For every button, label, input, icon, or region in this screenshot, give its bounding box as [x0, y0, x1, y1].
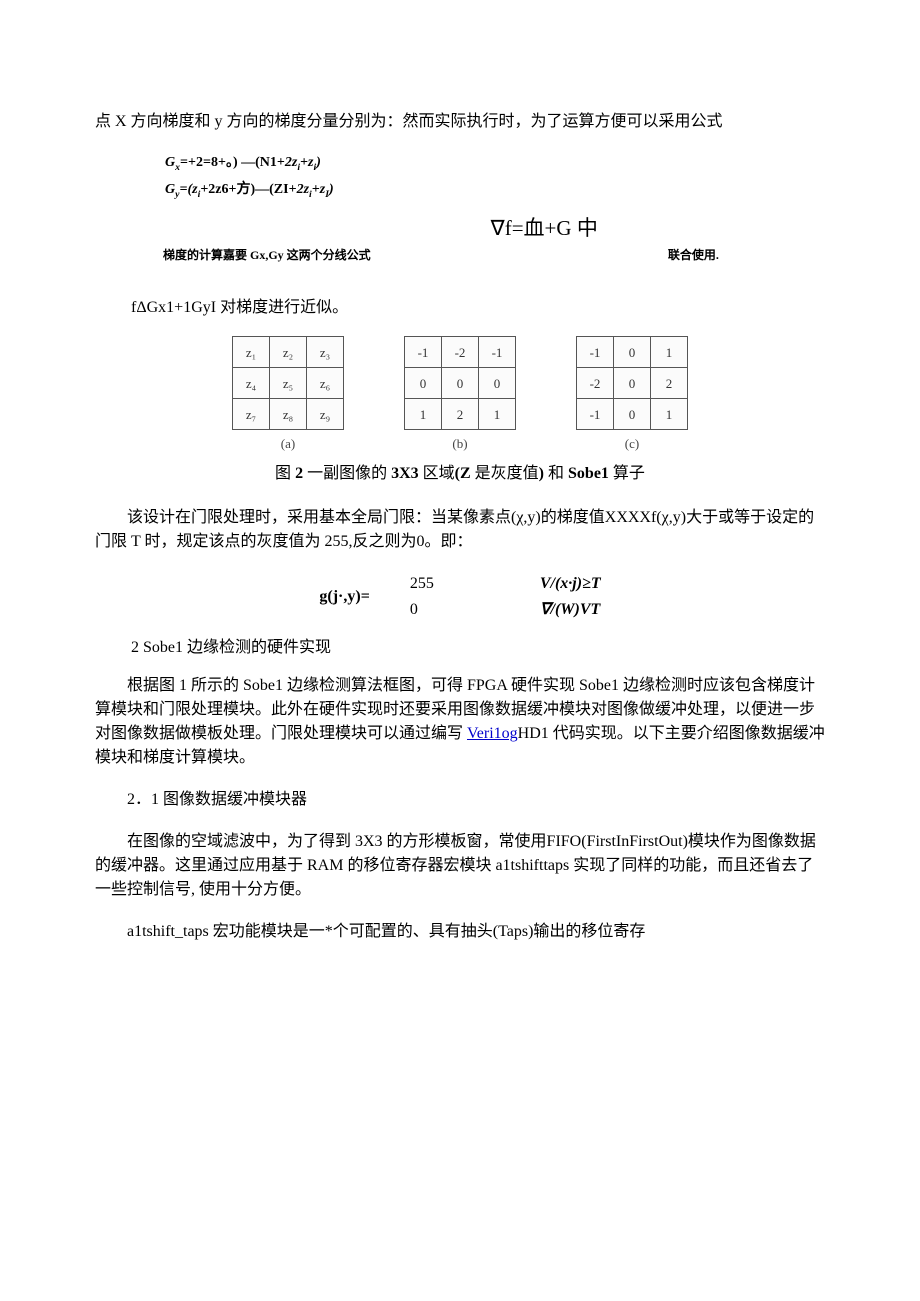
- threshold-equation: g(j·,y)= 255 V/(x·j)≥T 0 ∇/(W)VT: [95, 572, 825, 622]
- kernel-cell: -1: [405, 337, 442, 368]
- eq-lhs: g(j·,y)=: [319, 585, 369, 609]
- approx-text: fΔGx1+1GyI 对梯度进行近似。: [131, 296, 825, 320]
- kernel-a: z₁z₂z₃ z₄z₅z₆ z₇z₈z₉ (a): [232, 336, 344, 454]
- paragraph-1: 点 X 方向梯度和 y 方向的梯度分量分别为：然而实际执行时，为了运算方便可以采…: [95, 110, 825, 134]
- kernel-cell: -1: [479, 337, 516, 368]
- cap-m3: 是灰度值: [471, 465, 539, 482]
- kernel-cell: 1: [479, 399, 516, 430]
- verilog-link[interactable]: Veri1og: [467, 725, 518, 742]
- paragraph-4: 在图像的空域滤波中，为了得到 3X3 的方形模板窗，常使用FIFO(FirstI…: [95, 830, 825, 902]
- kernel-cell: 2: [442, 399, 479, 430]
- gx-t1: 2z: [285, 155, 297, 170]
- gradient-row: 梯度的计算嘉要 Gx,Gy 这两个分线公式 ∇f=血+G 中 联合使用.: [95, 213, 825, 269]
- cap-b2: 3X3: [391, 465, 419, 482]
- cap-b3: (Z: [455, 465, 471, 482]
- kernel-cell: -1: [577, 337, 614, 368]
- section-2-1-heading: 2．1 图像数据缓冲模块器: [95, 788, 825, 812]
- cap-m4: 和: [544, 465, 568, 482]
- kernel-cell: 0: [405, 368, 442, 399]
- sym-gx: G: [165, 155, 175, 170]
- kernel-cell: z₂: [270, 337, 307, 368]
- kernel-cell: z₁: [233, 337, 270, 368]
- kernel-b-label: (b): [452, 434, 467, 454]
- kernel-cell: -2: [442, 337, 479, 368]
- cap-m2: 区域: [419, 465, 455, 482]
- kernel-c-label: (c): [625, 434, 639, 454]
- kernel-cell: z₉: [307, 399, 344, 430]
- gx-t2: +z: [300, 155, 313, 170]
- figure-2-caption: 图 2 一副图像的 3X3 区域(Z 是灰度值) 和 Sobe1 算子: [95, 462, 825, 486]
- kernel-b-table: -1-2-1000121: [404, 336, 516, 430]
- kernel-grids: z₁z₂z₃z₄z₅z₆z₇z₈z₉ (a) -1-2-1000121 (b) …: [95, 336, 825, 454]
- cap-b1: 2: [295, 465, 303, 482]
- paragraph-2: 该设计在门限处理时，采用基本全局门限：当某像素点(χ,y)的梯度值XXXXf(χ…: [95, 506, 825, 554]
- section-2-heading: 2 Sobe1 边缘检测的硬件实现: [131, 636, 825, 660]
- gy-close: ): [329, 182, 334, 197]
- case-2-cond: ∇/(W)VT: [540, 598, 600, 622]
- kernel-cell: z₄: [233, 368, 270, 399]
- formula-gy: Gy=(zi+2z6+方)—(ZI+2zi+zI): [165, 179, 825, 202]
- kernel-cell: 0: [614, 337, 651, 368]
- cap-b5: Sobe1: [568, 465, 609, 482]
- kernel-a-table: z₁z₂z₃ z₄z₅z₆ z₇z₈z₉: [232, 336, 344, 430]
- case-2: 0 ∇/(W)VT: [410, 598, 601, 622]
- kernel-cell: z₅: [270, 368, 307, 399]
- cap-end: 算子: [609, 465, 645, 482]
- eq-cases: 255 V/(x·j)≥T 0 ∇/(W)VT: [410, 572, 601, 622]
- kernel-cell: z₃: [307, 337, 344, 368]
- gy-mid: +2z6+方)—(ZI+: [200, 182, 296, 197]
- figure-2: z₁z₂z₃z₄z₅z₆z₇z₈z₉ (a) -1-2-1000121 (b) …: [95, 336, 825, 486]
- cap-m1: 一副图像的: [303, 465, 391, 482]
- kernel-cell: 0: [614, 368, 651, 399]
- gradient-expression: ∇f=血+G 中: [491, 213, 598, 269]
- gy-body: =(z: [179, 182, 197, 197]
- kernel-cell: 0: [479, 368, 516, 399]
- gy-t1: 2z: [297, 182, 309, 197]
- gradient-text-right: 联合使用.: [668, 246, 719, 268]
- kernel-c: -101 -202 -101 (c): [576, 336, 688, 454]
- kernel-cell: 1: [651, 337, 688, 368]
- case-1-val: 255: [410, 572, 450, 596]
- kernel-cell: 2: [651, 368, 688, 399]
- kernel-cell: 1: [405, 399, 442, 430]
- kernel-cell: z₇: [233, 399, 270, 430]
- formula-gx-gy: Gx=+2=8+。) —(N1+2zi+zi) Gy=(zi+2z6+方)—(Z…: [165, 152, 825, 203]
- gy-t2: +z: [312, 182, 325, 197]
- case-1: 255 V/(x·j)≥T: [410, 572, 601, 596]
- paragraph-5: a1tshift_taps 宏功能模块是一*个可配置的、具有抽头(Taps)输出…: [95, 920, 825, 944]
- paragraph-3: 根据图 1 所示的 Sobe1 边缘检测算法框图，可得 FPGA 硬件实现 So…: [95, 674, 825, 770]
- kernel-c-table: -101 -202 -101: [576, 336, 688, 430]
- kernel-a-label: (a): [281, 434, 295, 454]
- gx-close: ): [316, 155, 321, 170]
- kernel-cell: 0: [614, 399, 651, 430]
- case-1-cond: V/(x·j)≥T: [540, 572, 601, 596]
- case-2-val: 0: [410, 598, 450, 622]
- kernel-cell: z₆: [307, 368, 344, 399]
- sym-gy: G: [165, 182, 175, 197]
- kernel-cell: 1: [651, 399, 688, 430]
- kernel-b: -1-2-1000121 (b): [404, 336, 516, 454]
- cap-pre: 图: [275, 465, 295, 482]
- kernel-cell: z₈: [270, 399, 307, 430]
- kernel-cell: 0: [442, 368, 479, 399]
- kernel-cell: -1: [577, 399, 614, 430]
- formula-gx: Gx=+2=8+。) —(N1+2zi+zi): [165, 152, 825, 175]
- gradient-text-left: 梯度的计算嘉要 Gx,Gy 这两个分线公式: [163, 246, 371, 268]
- kernel-cell: -2: [577, 368, 614, 399]
- gx-body: =+2=8+。) —(N1+: [180, 155, 285, 170]
